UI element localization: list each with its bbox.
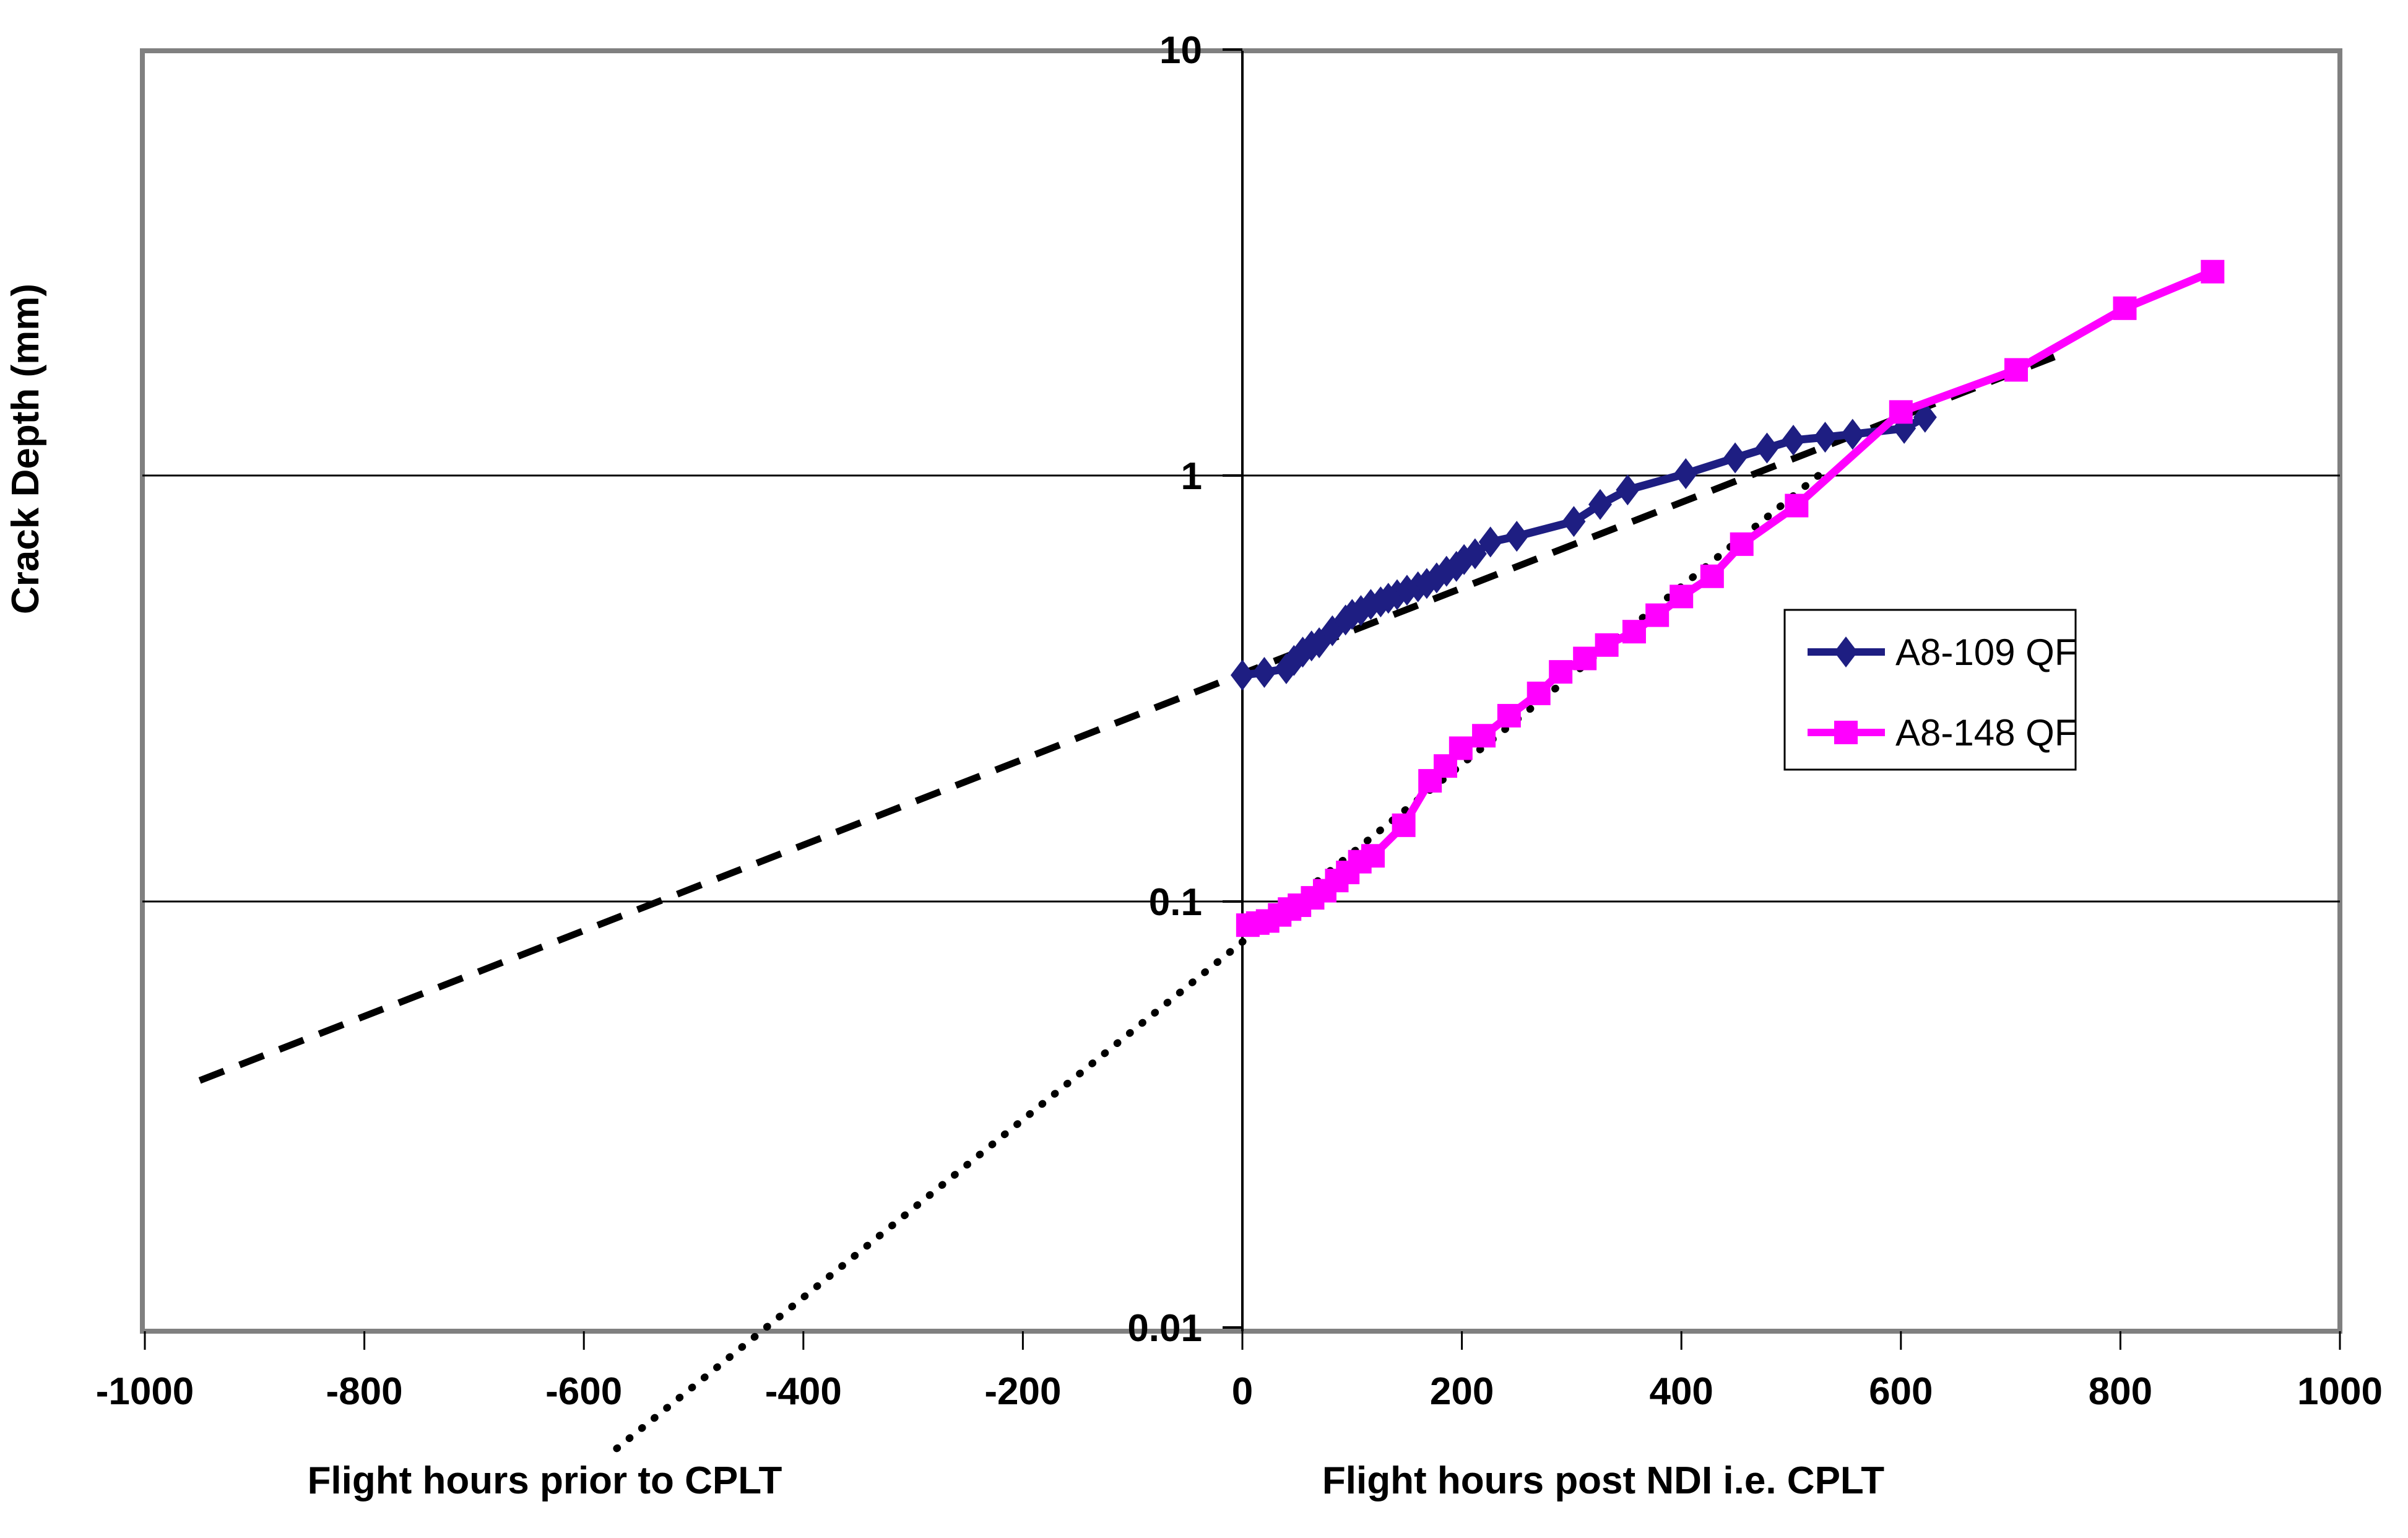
square-marker [1595, 633, 1619, 657]
square-marker [1573, 646, 1597, 671]
y-tick-label-0.01: 0.01 [1127, 1307, 1202, 1350]
square-marker [1472, 724, 1496, 748]
legend-label-series-2: A8-148 QF [1895, 712, 2077, 754]
square-marker [2004, 358, 2028, 382]
diamond-marker [1840, 419, 1864, 450]
x-axis-title-right: Flight hours post NDI i.e. CPLT [1322, 1459, 1884, 1502]
square-marker [1392, 813, 1416, 837]
square-marker [1889, 400, 1913, 424]
x-tick-label--600: -600 [545, 1370, 622, 1413]
square-marker [1645, 603, 1670, 627]
legend-label-series-1: A8-109 QF [1895, 632, 2077, 673]
square-marker [1834, 721, 1858, 744]
legend-box [1783, 609, 2077, 771]
series-a8-109-qf [1231, 401, 1937, 691]
y-tick-label-0.1: 0.1 [1149, 881, 1202, 924]
axes [144, 48, 2341, 1350]
y-tick-label-1: 1 [1181, 455, 1202, 498]
diamond-marker [1674, 458, 1698, 490]
diamond-marker [1252, 656, 1276, 688]
diamond-marker [1478, 526, 1502, 558]
square-marker [2113, 296, 2137, 320]
data-series [1231, 259, 2225, 937]
x-tick-label--200: -200 [984, 1370, 1061, 1413]
diamond-marker [1834, 636, 1858, 667]
diamond-marker [1562, 506, 1586, 537]
x-axis-title-left: Flight hours prior to CPLT [308, 1459, 782, 1502]
x-tick-label-800: 800 [2089, 1370, 2152, 1413]
diamond-marker [1723, 442, 1748, 474]
tick-labels: -1000 -800 -600 -400 -200 0 200 400 600 800 100010… [96, 29, 2383, 1413]
square-marker [1670, 584, 1694, 609]
square-marker [1497, 703, 1521, 728]
square-marker [1361, 844, 1385, 868]
diamond-marker [1505, 521, 1529, 552]
x-tick-label-200: 200 [1430, 1370, 1494, 1413]
x-tick-label-1000: 1000 [2297, 1370, 2383, 1413]
legend-marker-samples [1808, 636, 1885, 744]
x-tick-label-400: 400 [1649, 1370, 1713, 1413]
x-tick-label--400: -400 [765, 1370, 842, 1413]
diamond-marker [1813, 422, 1837, 453]
diamond-marker [1755, 432, 1779, 464]
series-a8-148-qf [1236, 259, 2225, 937]
square-marker [1785, 493, 1809, 518]
square-marker [1449, 736, 1473, 760]
dashed-trend-line [198, 354, 2056, 1084]
square-marker [1527, 681, 1551, 705]
y-tick-label-10: 10 [1159, 29, 1202, 72]
x-tick-label--1000: -1000 [96, 1370, 194, 1413]
diamond-marker [1463, 538, 1487, 570]
x-tick-label--800: -800 [326, 1370, 403, 1413]
square-marker [1700, 564, 1724, 588]
x-tick-label-0: 0 [1232, 1370, 1253, 1413]
square-marker [1730, 532, 1754, 556]
diamond-marker [1616, 474, 1640, 506]
diamond-marker [1588, 489, 1612, 520]
legend: A8-109 QF A8-148 QF [1783, 609, 2077, 771]
x-tick-label-600: 600 [1869, 1370, 1933, 1413]
y-axis-title: Crack Depth (mm) [4, 284, 47, 614]
diamond-marker [1231, 659, 1254, 691]
square-marker [1549, 660, 1573, 684]
square-marker [2201, 259, 2225, 284]
diamond-marker [1782, 425, 1806, 456]
square-marker [1622, 620, 1646, 644]
